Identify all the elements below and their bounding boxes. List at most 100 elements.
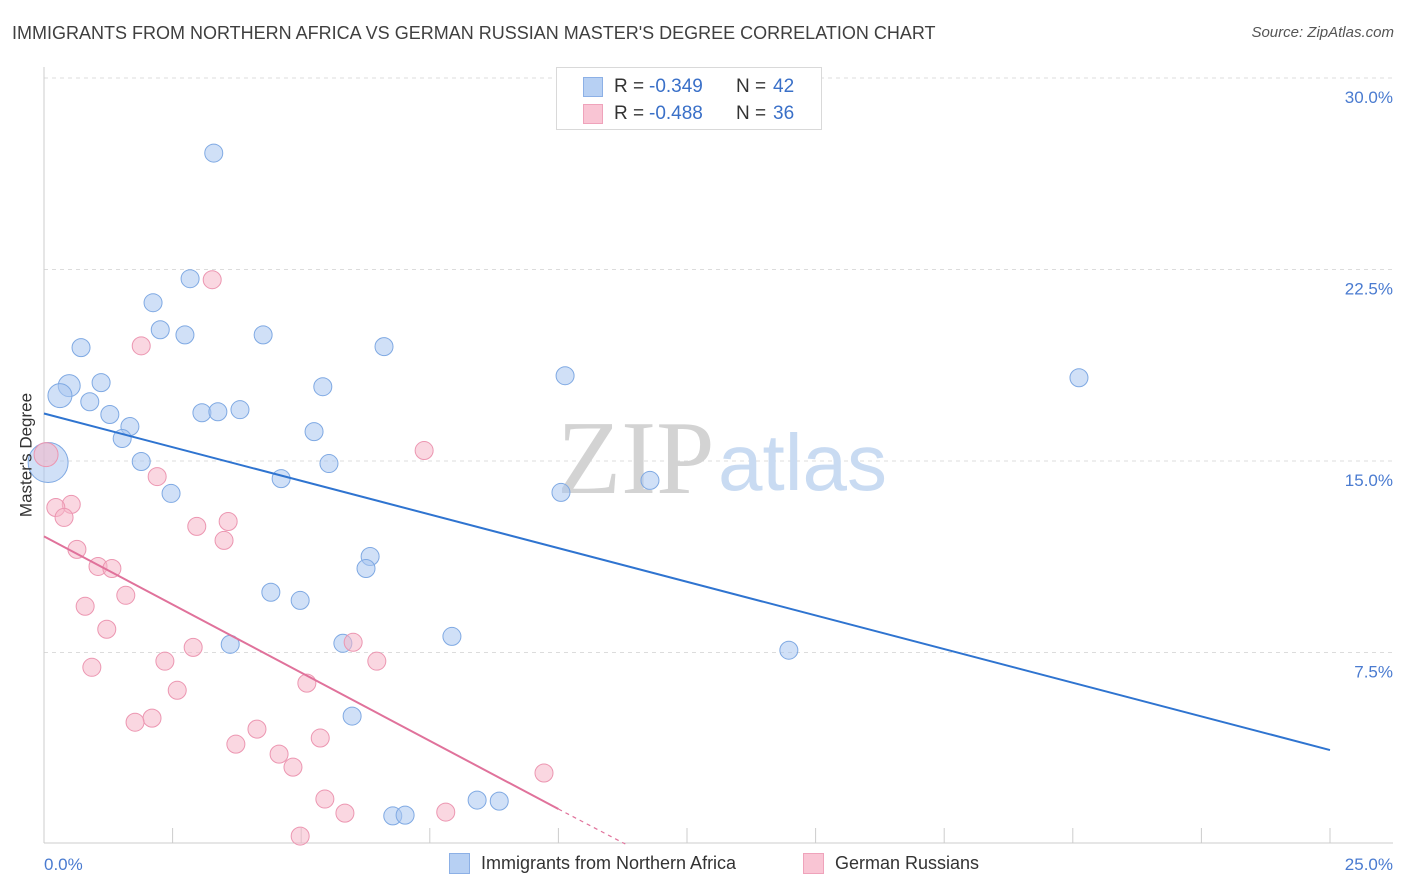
point-immigrants: [253, 325, 273, 345]
legend-row-immigrants: R = -0.349 N = 42: [583, 76, 794, 98]
point-immigrants: [208, 402, 228, 422]
watermark: ZIP atlas: [557, 399, 887, 516]
point-german-russians: [247, 719, 267, 739]
point-immigrants: [230, 400, 250, 420]
point-german-russians: [335, 803, 355, 823]
r-value: -0.349: [649, 76, 703, 97]
trend-line-german-russians-extension: [558, 808, 626, 845]
legend-swatch-blue: [583, 77, 603, 97]
x-tick-label: 25.0%: [1345, 855, 1393, 874]
point-german-russians: [310, 728, 330, 748]
point-immigrants: [112, 429, 132, 449]
point-german-russians: [226, 734, 246, 754]
point-german-russians: [214, 530, 234, 550]
point-german-russians: [343, 632, 363, 652]
point-immigrants: [319, 454, 339, 474]
r-value: -0.488: [649, 103, 703, 124]
point-immigrants: [551, 482, 571, 502]
point-german-russians: [436, 802, 456, 822]
legend-item-immigrants: Immigrants from Northern Africa: [449, 852, 736, 875]
point-german-russians: [97, 619, 117, 639]
point-immigrants: [192, 403, 212, 423]
legend-item-german-russians: German Russians: [803, 852, 979, 875]
point-immigrants: [100, 405, 120, 425]
n-value: 42: [773, 76, 795, 97]
point-immigrants: [290, 590, 310, 610]
point-german-russians: [414, 441, 434, 461]
point-immigrants: [395, 805, 415, 825]
point-immigrants: [489, 791, 509, 811]
point-immigrants: [640, 470, 660, 490]
y-tick-label: 15.0%: [1345, 471, 1393, 490]
point-german-russians: [125, 712, 145, 732]
point-immigrants: [204, 143, 224, 163]
point-immigrants: [131, 452, 151, 472]
point-german-russians: [202, 270, 222, 290]
point-immigrants: [161, 483, 181, 503]
legend-swatch-pink: [583, 104, 603, 124]
legend-label: Immigrants from Northern Africa: [481, 853, 737, 873]
y-tick-label: 22.5%: [1345, 280, 1393, 299]
axis-labels: 7.5% 15.0% 22.5% 30.0% 0.0% 25.0% Master's Deg…: [16, 88, 1393, 874]
n-value: 36: [773, 103, 795, 124]
point-immigrants: [467, 790, 487, 810]
point-german-russians: [33, 442, 59, 468]
trend-lines: [43, 412, 1331, 845]
r-label: R =: [614, 103, 645, 124]
point-immigrants: [143, 293, 163, 313]
point-german-russians: [269, 744, 289, 764]
point-immigrants: [1069, 368, 1089, 388]
point-immigrants: [150, 320, 170, 340]
y-tick-label: 7.5%: [1354, 663, 1393, 682]
point-immigrants: [779, 640, 799, 660]
point-german-russians: [82, 657, 102, 677]
point-immigrants: [313, 377, 333, 397]
legend-label: German Russians: [835, 853, 980, 873]
point-german-russians: [283, 757, 303, 777]
point-german-russians: [155, 651, 175, 671]
n-label: N =: [736, 76, 767, 97]
y-tick-label: 30.0%: [1345, 88, 1393, 107]
point-german-russians: [315, 789, 335, 809]
point-german-russians: [367, 651, 387, 671]
point-german-russians: [167, 680, 187, 700]
point-immigrants: [342, 706, 362, 726]
point-immigrants: [442, 626, 462, 646]
point-immigrants: [555, 366, 575, 386]
n-label: N =: [736, 103, 767, 124]
correlation-legend: R = -0.349 N = 42 R = -0.488 N = 36: [556, 67, 822, 130]
gridlines: [44, 77, 1393, 653]
point-immigrants: [271, 469, 291, 489]
trend-line-german-russians: [43, 535, 559, 810]
point-immigrants: [175, 325, 195, 345]
point-german-russians: [183, 637, 203, 657]
point-immigrants: [304, 422, 324, 442]
point-german-russians: [290, 826, 310, 846]
r-label: R =: [614, 76, 645, 97]
point-german-russians: [218, 512, 238, 532]
point-german-russians: [147, 467, 167, 487]
point-german-russians: [75, 596, 95, 616]
point-german-russians: [131, 336, 151, 356]
point-german-russians: [187, 516, 207, 536]
point-immigrants: [47, 383, 73, 409]
point-immigrants: [261, 582, 281, 602]
trend-line-immigrants: [43, 412, 1331, 752]
point-immigrants: [356, 558, 376, 578]
watermark-atlas: atlas: [718, 418, 887, 507]
chart-title: IMMIGRANTS FROM NORTHERN AFRICA VS GERMA…: [12, 23, 936, 43]
point-immigrants: [80, 392, 100, 412]
point-german-russians: [297, 673, 317, 693]
point-immigrants: [71, 338, 91, 358]
legend-swatch-blue: [449, 853, 470, 874]
series-immigrants-points: [27, 143, 1089, 826]
point-german-russians: [116, 585, 136, 605]
point-immigrants: [374, 337, 394, 357]
legend-swatch-pink: [803, 853, 824, 874]
x-tick-label: 0.0%: [44, 855, 83, 874]
point-german-russians: [54, 507, 74, 527]
series-german-russians-points: [33, 270, 554, 846]
point-immigrants: [180, 269, 200, 289]
point-immigrants: [91, 373, 111, 393]
